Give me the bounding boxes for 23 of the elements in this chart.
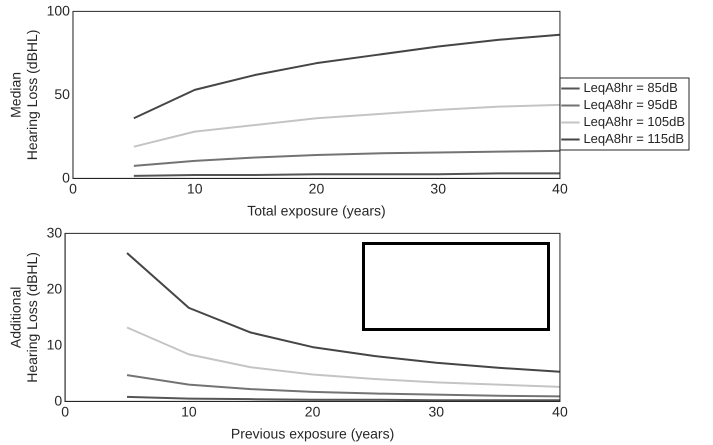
y-tick-label: 30: [46, 224, 62, 240]
y-tick-label: 50: [54, 86, 70, 102]
x-axis-title: Previous exposure (years): [230, 425, 394, 442]
x-tick-label: 40: [552, 180, 568, 197]
y-tick-label: 0: [62, 169, 70, 186]
legend-label: LeqA8hr = 105dB: [583, 114, 686, 130]
x-tick-label: 30: [428, 404, 444, 420]
y-tick-label: 0: [54, 392, 62, 408]
y-tick-label: 100: [46, 2, 70, 18]
y-axis-title: Median Hearing Loss (dBHL): [7, 30, 40, 160]
x-tick-label: 20: [308, 180, 324, 197]
legend-label: LeqA8hr = 115dB: [583, 131, 684, 146]
legend-label: LeqA8hr = 95dB: [583, 97, 678, 112]
legend-label: LeqA8hr = 85dB: [583, 80, 678, 96]
x-tick-label: 10: [181, 404, 197, 420]
y-axis-title: Additional Hearing Loss (dBHL): [7, 252, 40, 383]
x-tick-label: 10: [186, 180, 203, 197]
x-tick-label: 40: [552, 404, 568, 420]
x-tick-label: 30: [430, 180, 446, 197]
x-tick-label: 20: [304, 404, 321, 420]
y-tick-label: 10: [46, 336, 62, 352]
x-axis-title: Total exposure (years): [247, 202, 386, 218]
y-tick-label: 20: [46, 280, 62, 296]
